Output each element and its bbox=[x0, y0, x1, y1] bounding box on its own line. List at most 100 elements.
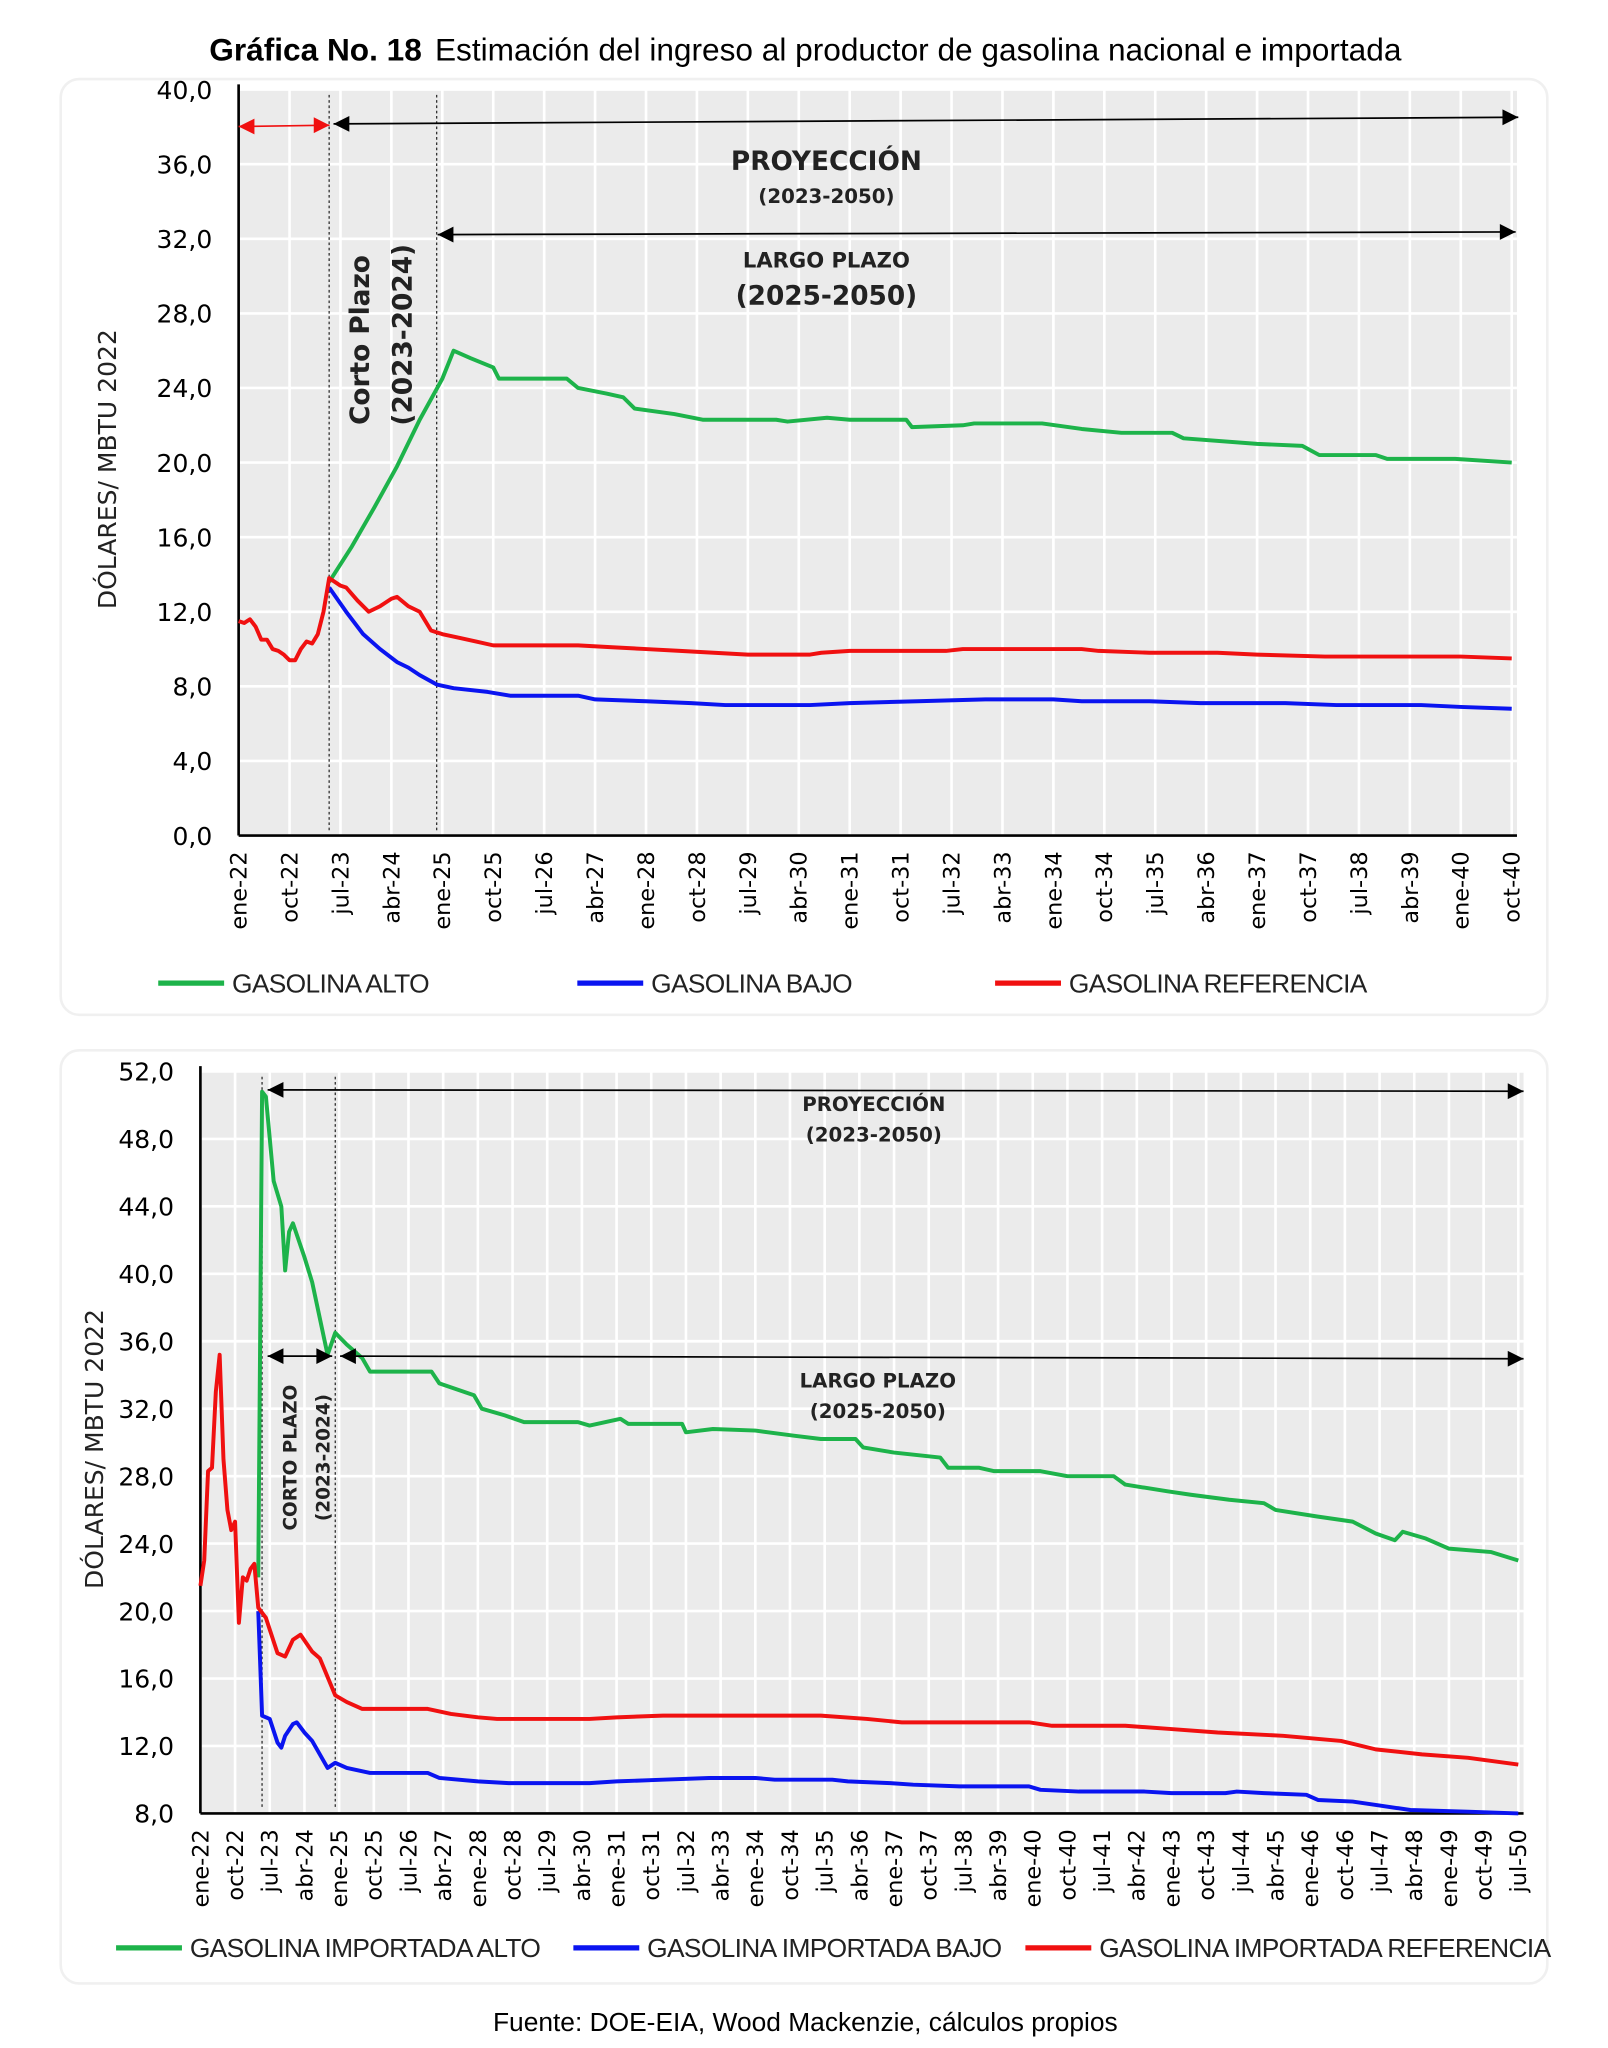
arrowhead-icon bbox=[267, 1348, 284, 1365]
y-tick-label: 0,0 bbox=[172, 822, 212, 851]
y-tick-label: 4,0 bbox=[172, 747, 212, 776]
x-tick-label: ene-28 bbox=[634, 851, 660, 929]
x-tick-label: oct-40 bbox=[1500, 851, 1526, 922]
source-note: Fuente: DOE-EIA, Wood Mackenzie, cálculo… bbox=[493, 2007, 1118, 2037]
x-tick-label: ene-43 bbox=[1159, 1829, 1185, 1907]
x-tick-label: oct-25 bbox=[362, 1829, 388, 1900]
period-arrow bbox=[437, 231, 1516, 236]
series-line-gasolina-importada-alto bbox=[256, 1089, 1519, 1578]
annotation-largo-plazo: LARGO PLAZO bbox=[800, 1370, 956, 1393]
x-tick-label: oct-40 bbox=[1055, 1829, 1081, 1900]
y-tick-label: 44,0 bbox=[118, 1193, 174, 1222]
x-tick-label: abr-30 bbox=[787, 851, 813, 923]
x-tick-label: abr-48 bbox=[1402, 1829, 1428, 1901]
y-tick-label: 36,0 bbox=[157, 150, 213, 179]
x-tick-label: ene-31 bbox=[604, 1829, 630, 1907]
x-tick-label: ene-37 bbox=[1245, 851, 1271, 929]
x-tick-label: abr-30 bbox=[570, 1829, 596, 1901]
arrowhead-icon bbox=[238, 118, 255, 135]
y-tick-label: 8,0 bbox=[134, 1800, 174, 1829]
x-tick-label: jul-41 bbox=[1090, 1829, 1116, 1893]
x-tick-label: ene-49 bbox=[1437, 1829, 1463, 1907]
plot-area bbox=[200, 1071, 1524, 1814]
series-line-gasolina-importada-referencia bbox=[198, 1352, 1519, 1767]
x-tick-label: oct-31 bbox=[889, 851, 915, 922]
annotation-proyeccion: PROYECCIÓN bbox=[731, 145, 922, 177]
x-tick-label: jul-50 bbox=[1506, 1829, 1532, 1893]
x-tick-label: ene-34 bbox=[1041, 851, 1067, 929]
x-tick-label: ene-25 bbox=[430, 851, 456, 929]
x-tick-label: jul-32 bbox=[939, 851, 965, 915]
x-tick-label: abr-45 bbox=[1263, 1829, 1289, 1901]
x-tick-label: jul-35 bbox=[1143, 851, 1169, 915]
y-tick-label: 12,0 bbox=[118, 1732, 174, 1761]
x-tick-label: oct-34 bbox=[778, 1829, 804, 1900]
x-tick-label: oct-46 bbox=[1333, 1829, 1359, 1900]
x-tick-label: jul-23 bbox=[328, 851, 354, 915]
series-line-gasolina-referencia bbox=[238, 576, 1512, 663]
y-tick-label: 32,0 bbox=[118, 1395, 174, 1424]
annotation-proyeccion-years: (2023-2050) bbox=[806, 1123, 942, 1146]
y-tick-label: 32,0 bbox=[157, 225, 213, 254]
x-tick-label: oct-37 bbox=[917, 1829, 943, 1900]
legend-label: GASOLINA ALTO bbox=[232, 968, 429, 998]
y-tick-label: 12,0 bbox=[157, 598, 213, 627]
arrowhead-icon bbox=[340, 1348, 356, 1365]
legend-label: GASOLINA IMPORTADA BAJO bbox=[647, 1933, 1001, 1963]
x-tick-label: jul-47 bbox=[1367, 1829, 1393, 1893]
legend-label: GASOLINA REFERENCIA bbox=[1069, 968, 1368, 998]
y-tick-label: 24,0 bbox=[118, 1530, 174, 1559]
arrowhead-icon bbox=[1507, 1083, 1524, 1100]
x-tick-label: oct-49 bbox=[1472, 1829, 1498, 1900]
y-tick-label: 8,0 bbox=[172, 673, 212, 702]
period-arrow bbox=[333, 116, 1519, 125]
x-tick-label: ene-25 bbox=[327, 1829, 353, 1907]
x-tick-label: abr-36 bbox=[847, 1829, 873, 1901]
annotation-largo-plazo: LARGO PLAZO bbox=[743, 248, 910, 273]
x-tick-label: oct-34 bbox=[1092, 851, 1118, 922]
x-tick-label: jul-26 bbox=[532, 851, 558, 915]
x-tick-label: abr-36 bbox=[1194, 851, 1220, 923]
x-tick-label: jul-26 bbox=[396, 1829, 422, 1893]
y-tick-label: 40,0 bbox=[157, 76, 213, 105]
arrowhead-icon bbox=[313, 117, 330, 134]
y-tick-label: 20,0 bbox=[118, 1597, 174, 1626]
series-line-gasolina-importada-bajo bbox=[256, 1611, 1519, 1816]
arrowhead-icon bbox=[267, 1081, 284, 1098]
x-tick-label: oct-31 bbox=[639, 1829, 665, 1900]
arrowhead-icon bbox=[1507, 1350, 1524, 1367]
x-tick-label: ene-31 bbox=[838, 851, 864, 929]
chart2-annotations: PROYECCIÓN (2023-2050) LARGO PLAZO (2025… bbox=[281, 1092, 956, 1531]
x-tick-label: oct-25 bbox=[481, 851, 507, 922]
y-tick-label: 52,0 bbox=[118, 1058, 174, 1087]
x-tick-label: abr-39 bbox=[1398, 851, 1424, 923]
y-tick-label: 16,0 bbox=[157, 523, 213, 552]
x-tick-label: abr-33 bbox=[990, 851, 1016, 923]
x-tick-label: ene-22 bbox=[227, 851, 253, 929]
y-tick-label: 28,0 bbox=[157, 300, 213, 329]
annotation-corto-plazo-years: (2023-2024) bbox=[314, 1394, 335, 1521]
x-tick-label: ene-22 bbox=[188, 1829, 214, 1907]
y-axis-label: DÓLARES/ MBTU 2022 bbox=[92, 329, 122, 609]
x-tick-label: jul-29 bbox=[736, 851, 762, 915]
x-tick-label: abr-27 bbox=[431, 1829, 457, 1901]
series-line-gasolina-alto bbox=[327, 348, 1512, 584]
x-tick-label: abr-24 bbox=[379, 851, 405, 923]
x-tick-label: oct-43 bbox=[1194, 1829, 1220, 1900]
x-tick-label: ene-40 bbox=[1021, 1829, 1047, 1907]
chart-gasolina-nacional: 0,0 4,0 8,0 12,0 16,0 20,0 24,0 28,0 32,0 36,0 40,… bbox=[92, 76, 1526, 999]
arrowhead-icon bbox=[1502, 109, 1519, 126]
x-tick-label: jul-23 bbox=[258, 1829, 284, 1893]
annotation-proyeccion-years: (2023-2050) bbox=[758, 185, 894, 208]
x-tick-label: ene-37 bbox=[882, 1829, 908, 1907]
x-tick-label: abr-39 bbox=[986, 1829, 1012, 1901]
arrowhead-icon bbox=[333, 115, 350, 132]
chart-gasolina-importada: 8,0 12,0 16,0 20,0 24,0 28,0 32,0 36,0 40,0 44,0 4… bbox=[79, 1058, 1552, 1963]
series-line-gasolina-bajo bbox=[327, 586, 1512, 711]
annotation-proyeccion: PROYECCIÓN bbox=[802, 1092, 945, 1116]
x-tick-label: abr-33 bbox=[709, 1829, 735, 1901]
figure-title: Gráfica No. 18 Estimación del ingreso al … bbox=[209, 32, 1402, 68]
x-tick-label: oct-22 bbox=[223, 1829, 249, 1900]
x-tick-label: jul-32 bbox=[674, 1829, 700, 1893]
x-tick-label: oct-28 bbox=[685, 851, 711, 922]
